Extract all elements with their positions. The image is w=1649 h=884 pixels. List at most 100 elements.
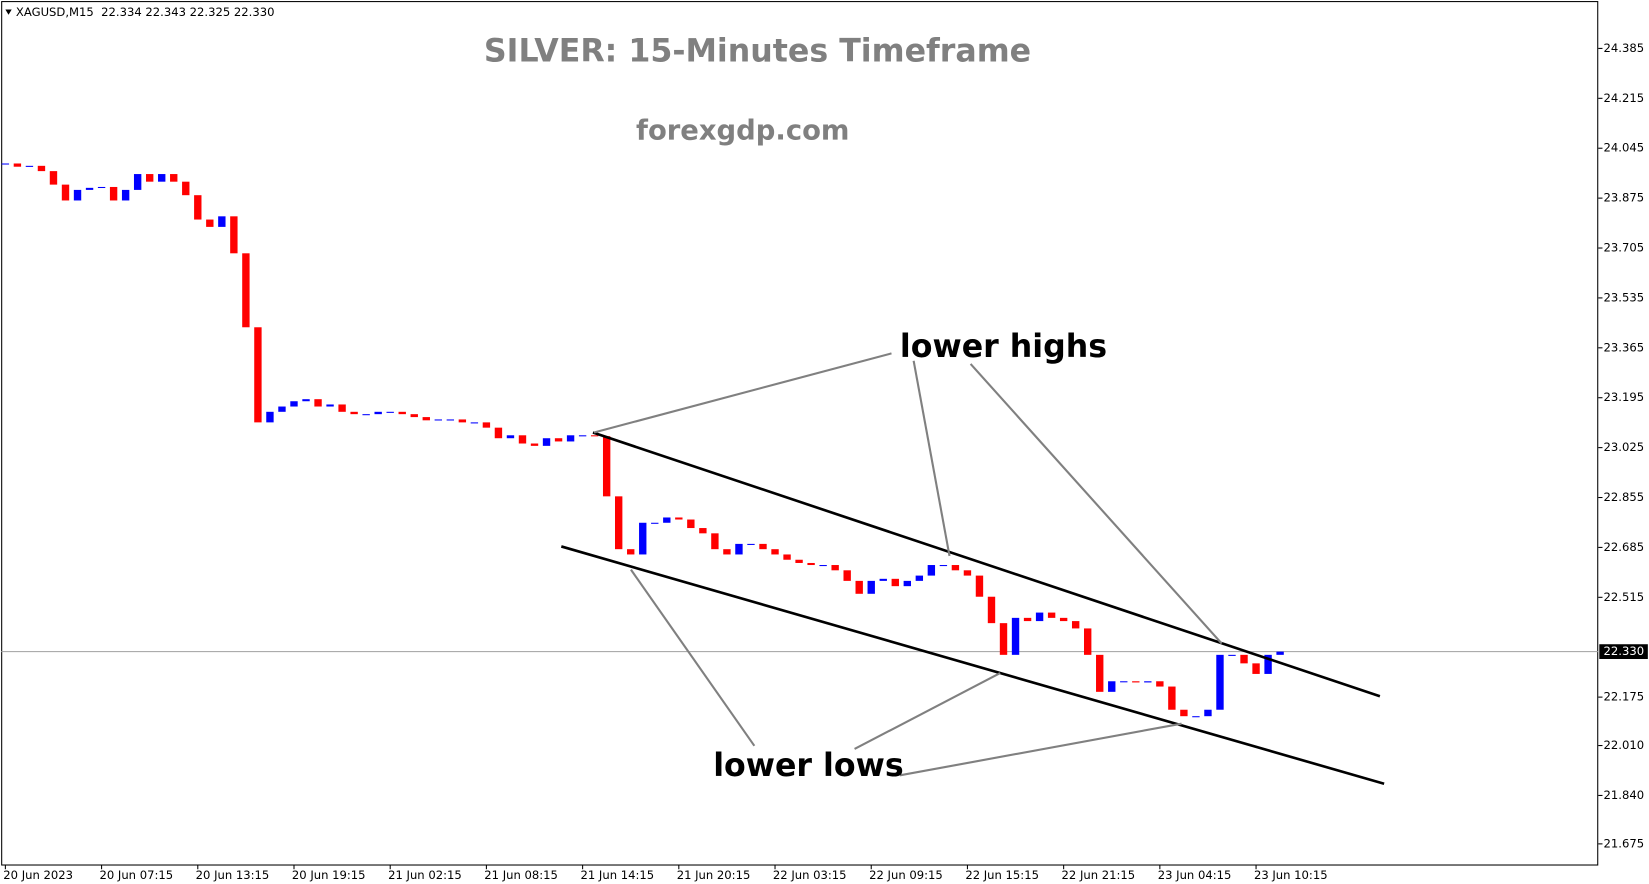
candle [314, 399, 322, 407]
candle [410, 414, 418, 418]
candle [999, 623, 1008, 655]
candle [1108, 681, 1116, 692]
candle [158, 174, 166, 182]
candle [687, 519, 695, 529]
candle [73, 189, 82, 201]
candle [458, 419, 467, 423]
candle [254, 327, 262, 423]
x-tick-label: 20 Jun 2023 [3, 868, 73, 882]
candle [506, 435, 515, 439]
candle [542, 438, 551, 446]
candle [711, 533, 719, 550]
candle [338, 404, 346, 412]
candle [49, 171, 58, 185]
candle [85, 187, 94, 190]
plot-area [1, 163, 1599, 718]
candle [639, 522, 647, 555]
x-tick-label: 22 Jun 09:15 [869, 868, 943, 882]
candle [13, 163, 22, 167]
y-tick-label: 22.010 [1604, 738, 1645, 752]
candle [242, 253, 250, 328]
candle [747, 543, 755, 545]
candle [1035, 612, 1044, 622]
y-tick-label: 23.365 [1604, 340, 1645, 354]
candle [121, 189, 130, 201]
candle [951, 565, 960, 571]
candle [446, 419, 455, 421]
channel-lower-line [560, 545, 1385, 786]
header-icon [5, 9, 12, 15]
x-tick-label: 22 Jun 03:15 [773, 868, 847, 882]
candle [1084, 628, 1092, 655]
x-tick-label: 21 Jun 02:15 [388, 868, 462, 882]
candle [326, 404, 334, 407]
candle [145, 174, 154, 182]
candle [602, 436, 611, 497]
candle [735, 543, 743, 555]
candle [422, 417, 430, 421]
chart-title: SILVER: 15-Minutes Timeframe [484, 34, 1031, 70]
y-tick-label: 22.175 [1604, 690, 1645, 704]
pointer [969, 363, 1223, 645]
candle [963, 570, 972, 576]
candle [614, 496, 623, 550]
pointer [854, 672, 1001, 750]
candle [133, 174, 142, 190]
candle [831, 565, 839, 571]
price-label: 22.330 [1604, 644, 1645, 658]
candle [783, 554, 791, 560]
candle [651, 522, 659, 524]
candle [554, 438, 563, 442]
annotation: lower lows [713, 748, 903, 784]
candle [771, 549, 779, 555]
y-tick-label: 21.675 [1604, 836, 1645, 850]
x-tick-label: 22 Jun 15:15 [965, 868, 1039, 882]
candle [518, 435, 527, 444]
x-tick-label: 22 Jun 21:15 [1062, 868, 1136, 882]
chart-subtitle: forexgdp.com [636, 115, 849, 146]
candle [843, 570, 851, 581]
candle [819, 565, 827, 567]
x-tick-label: 20 Jun 19:15 [292, 868, 366, 882]
symbol-header: XAGUSD,M15 22.334 22.343 22.325 22.330 [16, 5, 275, 19]
y-tick-label: 23.025 [1604, 440, 1645, 454]
candle [61, 184, 70, 201]
candle [795, 559, 803, 563]
y-tick-label: 22.515 [1604, 590, 1645, 604]
candle [1192, 716, 1200, 718]
candle [903, 580, 912, 587]
candle [266, 411, 274, 423]
candle [374, 411, 382, 415]
candle [975, 575, 984, 597]
candle [1023, 617, 1032, 622]
candle [578, 435, 587, 437]
candle [867, 580, 875, 594]
x-tick-label: 23 Jun 04:15 [1158, 868, 1232, 882]
candle [1264, 654, 1272, 674]
candle [759, 543, 767, 550]
y-tick-label: 24.385 [1604, 41, 1645, 55]
candle [1144, 681, 1152, 683]
y-tick-label: 22.685 [1604, 540, 1645, 554]
candle [206, 219, 214, 227]
candle [194, 195, 202, 220]
candle [1276, 651, 1284, 655]
candle [398, 411, 406, 415]
pointer [912, 360, 951, 557]
candle [470, 422, 479, 424]
candle [1071, 621, 1080, 629]
y-tick-label: 24.045 [1604, 141, 1645, 155]
candle [362, 414, 370, 416]
candle [675, 517, 683, 520]
candle [566, 435, 575, 442]
candle [699, 528, 707, 534]
candle [290, 401, 298, 407]
candle [302, 399, 310, 402]
y-tick-label: 23.195 [1604, 390, 1645, 404]
x-tick-label: 20 Jun 13:15 [196, 868, 270, 882]
candle [855, 580, 863, 594]
candle [1204, 709, 1212, 717]
candle [1168, 686, 1176, 710]
